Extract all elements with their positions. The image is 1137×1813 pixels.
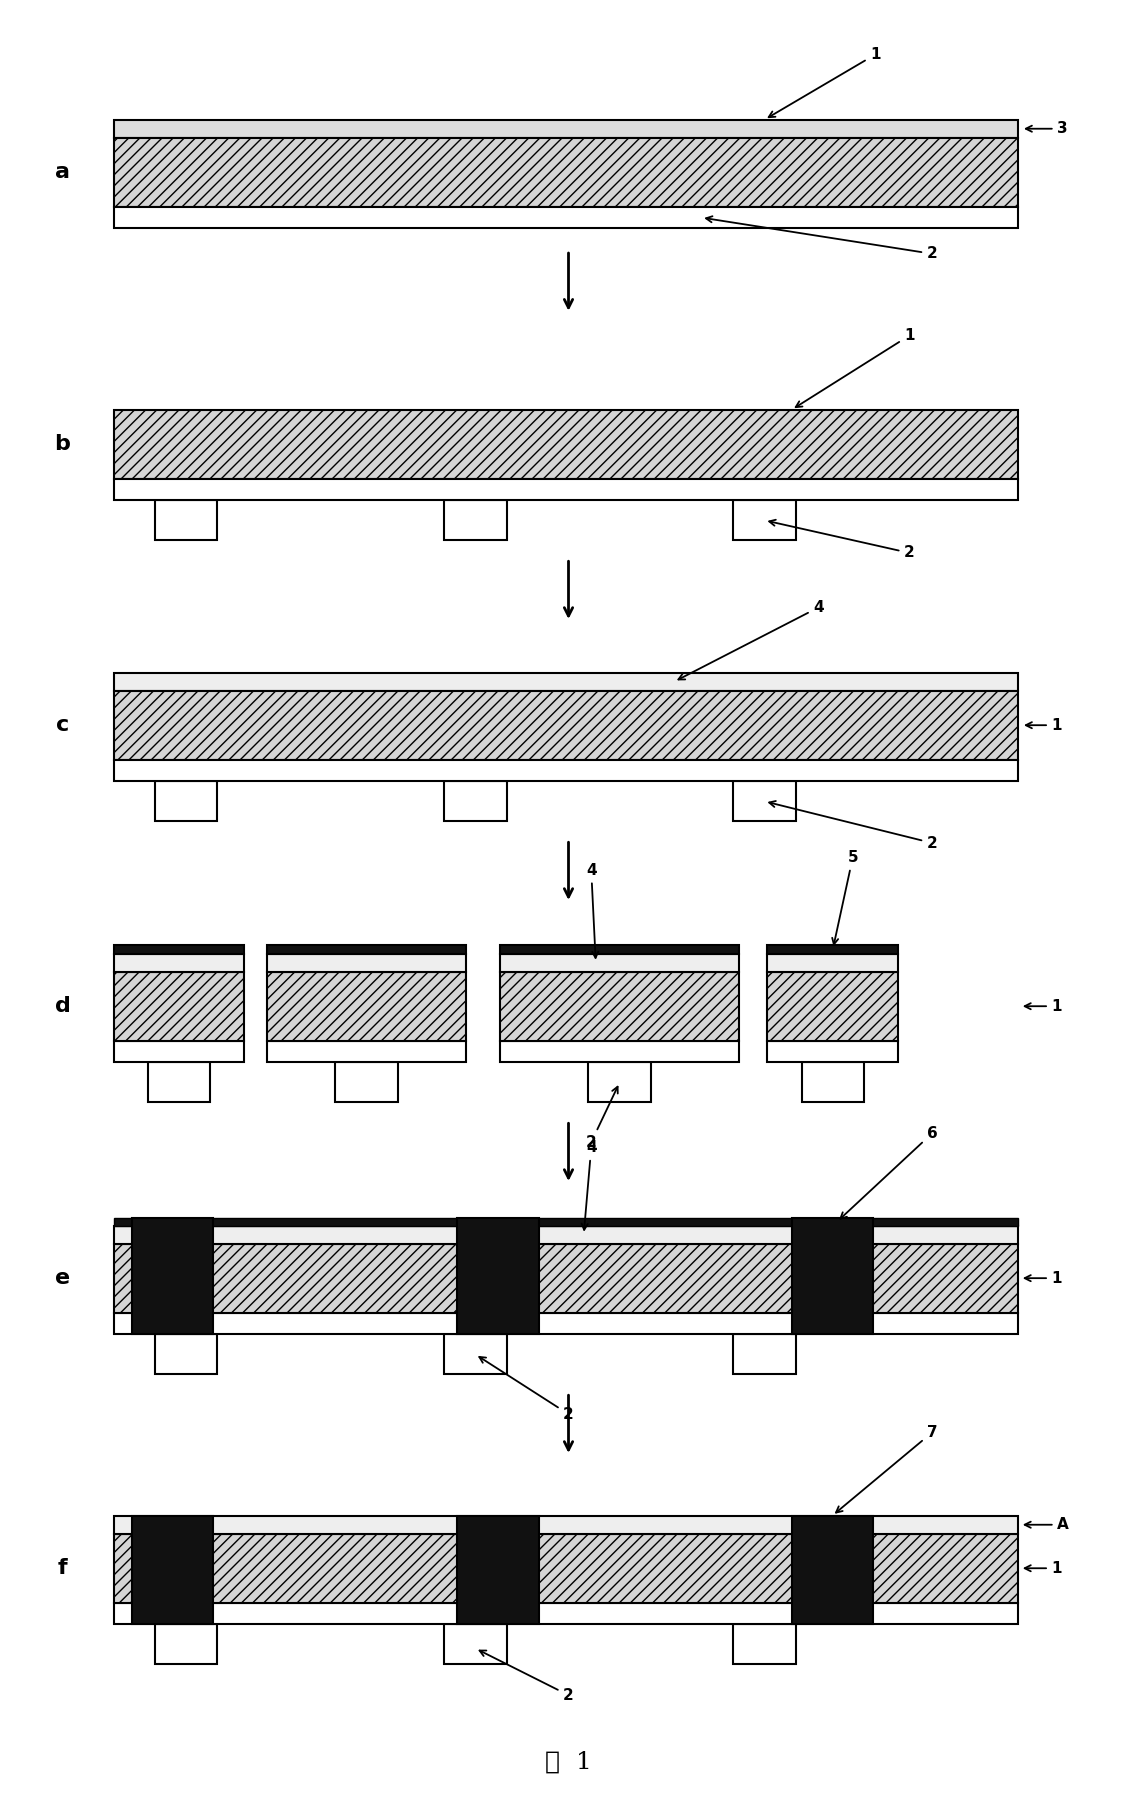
Bar — [267, 945, 466, 954]
Bar — [114, 1313, 1018, 1334]
Text: 1: 1 — [1024, 1561, 1062, 1575]
Bar — [114, 972, 244, 1041]
Bar — [155, 781, 217, 821]
Text: 1: 1 — [1024, 999, 1062, 1013]
Bar — [132, 1218, 213, 1334]
Bar — [114, 1603, 1018, 1624]
Text: 2: 2 — [586, 1086, 617, 1149]
Text: a: a — [55, 161, 70, 183]
Text: 3: 3 — [1026, 121, 1068, 136]
Text: 2: 2 — [769, 801, 938, 850]
Text: 1: 1 — [1026, 718, 1062, 732]
Bar — [114, 691, 1018, 760]
Bar — [114, 1226, 1018, 1244]
Bar — [114, 1534, 1018, 1603]
Bar — [733, 500, 796, 540]
Bar — [445, 781, 507, 821]
Text: 1: 1 — [769, 47, 881, 118]
Text: c: c — [56, 714, 69, 736]
Bar — [114, 207, 1018, 228]
Text: e: e — [55, 1267, 70, 1289]
Bar — [114, 945, 244, 954]
Text: d: d — [55, 995, 70, 1017]
Bar — [114, 954, 244, 972]
Bar — [791, 1218, 873, 1334]
Bar — [155, 500, 217, 540]
Text: 1: 1 — [1024, 1271, 1062, 1285]
Text: 2: 2 — [770, 520, 915, 560]
Bar — [500, 954, 739, 972]
Bar — [335, 1062, 398, 1102]
Bar — [155, 1624, 217, 1664]
Bar — [802, 1062, 864, 1102]
Text: 2: 2 — [706, 216, 938, 261]
Bar — [733, 781, 796, 821]
Bar — [155, 1334, 217, 1374]
Text: 6: 6 — [840, 1126, 938, 1218]
Bar — [114, 479, 1018, 500]
Bar — [114, 1516, 1018, 1534]
Bar — [114, 120, 1018, 138]
Bar — [767, 972, 898, 1041]
Bar — [114, 1244, 1018, 1313]
Text: f: f — [58, 1557, 67, 1579]
Bar — [445, 500, 507, 540]
Text: 4: 4 — [586, 863, 598, 957]
Bar — [267, 954, 466, 972]
Bar — [114, 138, 1018, 207]
Bar — [733, 1624, 796, 1664]
Text: A: A — [1024, 1517, 1069, 1532]
Bar — [114, 1041, 244, 1062]
Bar — [148, 1062, 210, 1102]
Bar — [132, 1516, 213, 1624]
Bar — [457, 1218, 539, 1334]
Bar — [589, 1062, 652, 1102]
Bar — [267, 972, 466, 1041]
Text: 1: 1 — [796, 328, 915, 408]
Bar — [267, 1041, 466, 1062]
Text: 4: 4 — [679, 600, 824, 680]
Bar — [791, 1516, 873, 1624]
Bar — [733, 1334, 796, 1374]
Text: 图  1: 图 1 — [545, 1751, 592, 1773]
Bar — [500, 972, 739, 1041]
Bar — [114, 410, 1018, 479]
Bar — [114, 1218, 1018, 1226]
Bar — [500, 945, 739, 954]
Text: 2: 2 — [480, 1650, 574, 1702]
Bar — [767, 1041, 898, 1062]
Bar — [767, 945, 898, 954]
Bar — [767, 954, 898, 972]
Text: 7: 7 — [836, 1425, 938, 1512]
Text: b: b — [55, 433, 70, 455]
Bar — [457, 1516, 539, 1624]
Text: 5: 5 — [832, 850, 858, 945]
Bar — [445, 1624, 507, 1664]
Bar — [114, 760, 1018, 781]
Text: 4: 4 — [582, 1140, 597, 1229]
Bar — [114, 673, 1018, 691]
Text: 2: 2 — [480, 1356, 574, 1421]
Bar — [445, 1334, 507, 1374]
Bar — [500, 1041, 739, 1062]
